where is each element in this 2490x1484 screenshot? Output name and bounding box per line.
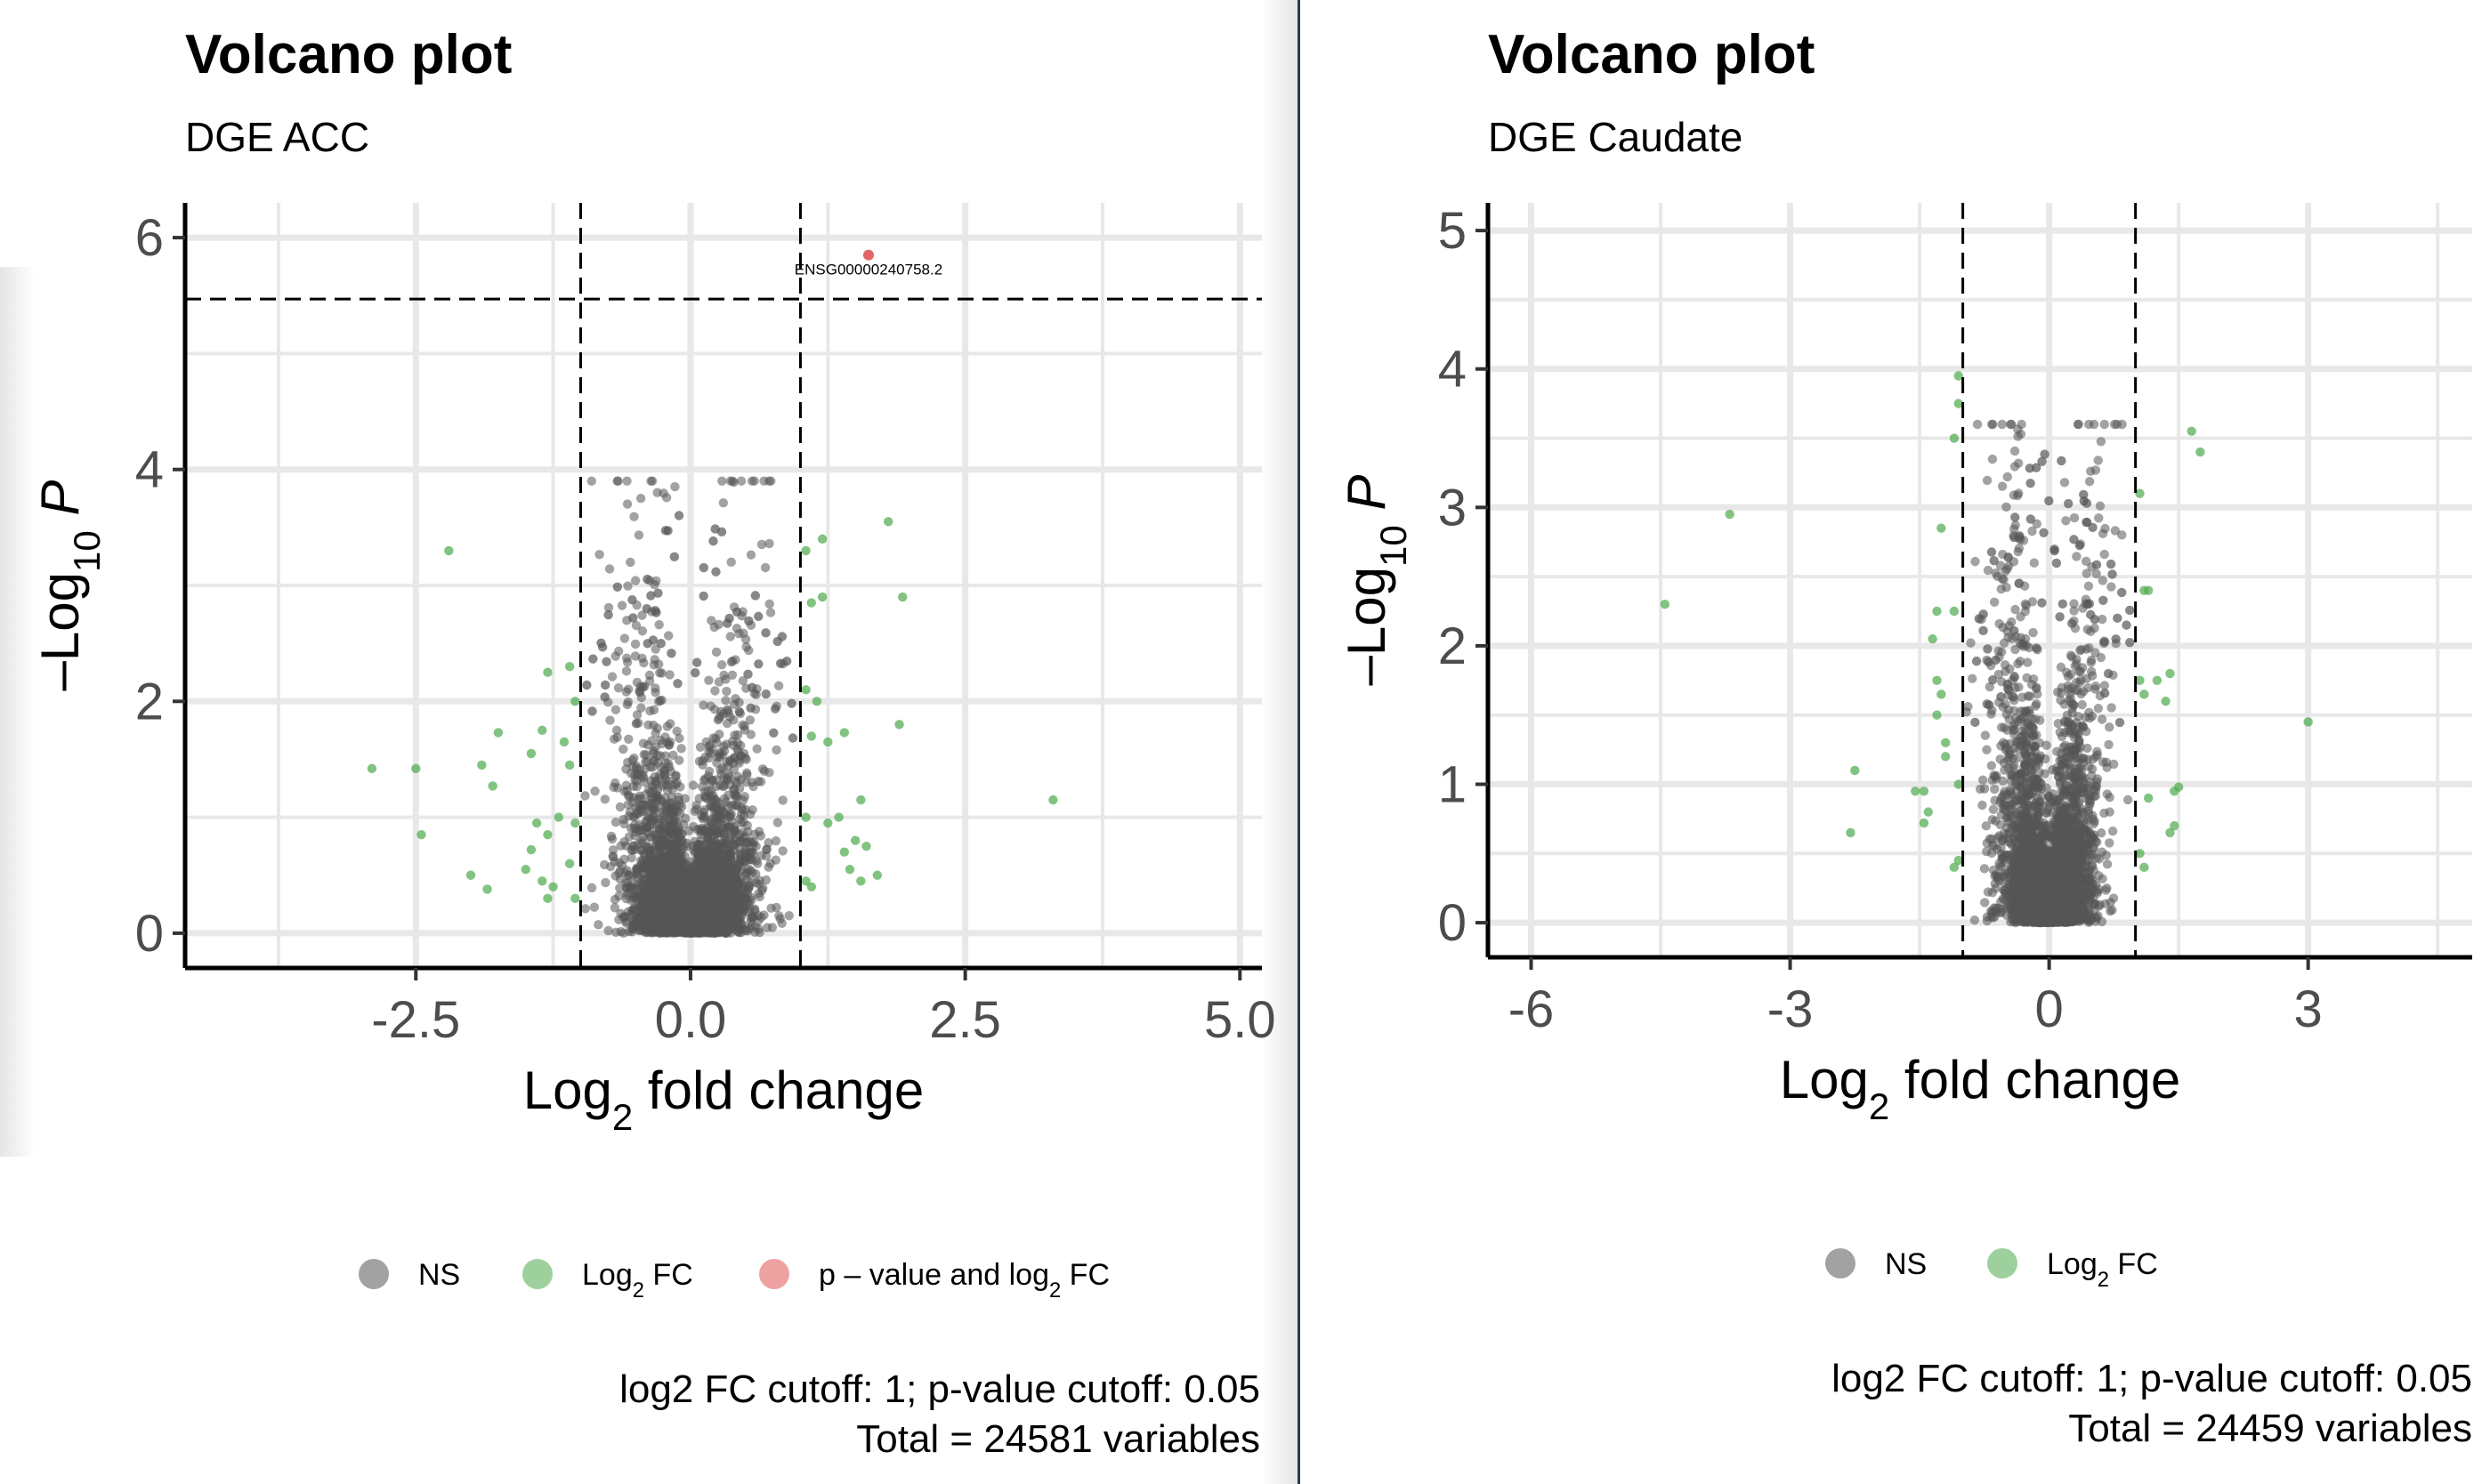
ns-points [580,476,798,939]
ns-point [2093,704,2104,714]
ns-point [2001,502,2011,512]
ns-point [637,626,648,636]
ns-point [2095,501,2106,511]
ns-point [2106,582,2116,592]
ns-point [2107,827,2118,836]
grid [1488,203,2472,957]
ns-point [1966,638,1976,648]
ns-point [1997,481,2008,491]
ns-point [2093,456,2103,465]
ns-point [2099,419,2109,430]
chart-title: Volcano plot [185,24,512,85]
ns-point [2076,675,2086,685]
ns-point [2059,478,2070,488]
ns-point [1990,784,2000,794]
ns-point [1989,597,2000,607]
ns-point [771,836,781,846]
ns-point [2083,581,2094,591]
ns-point [1979,864,1990,874]
ns-point [2017,419,2026,430]
chart-subtitle: DGE ACC [185,114,369,160]
ns-point [2102,859,2113,869]
ns-point [2028,627,2038,638]
left-edge-shadow [0,267,36,1157]
ns-point [635,494,646,504]
ns-point [2106,703,2116,713]
grid [185,203,1262,968]
chart-subtitle: DGE Caudate [1488,114,1742,160]
ns-point [2081,556,2091,567]
ns-point [1970,556,1980,567]
chart-title: Volcano plot [1488,24,1815,85]
panel-divider [1298,0,1300,1484]
panel-separator-shadow [1262,0,1298,1484]
ns-point [1969,915,1980,925]
ns-point [1982,475,1993,486]
